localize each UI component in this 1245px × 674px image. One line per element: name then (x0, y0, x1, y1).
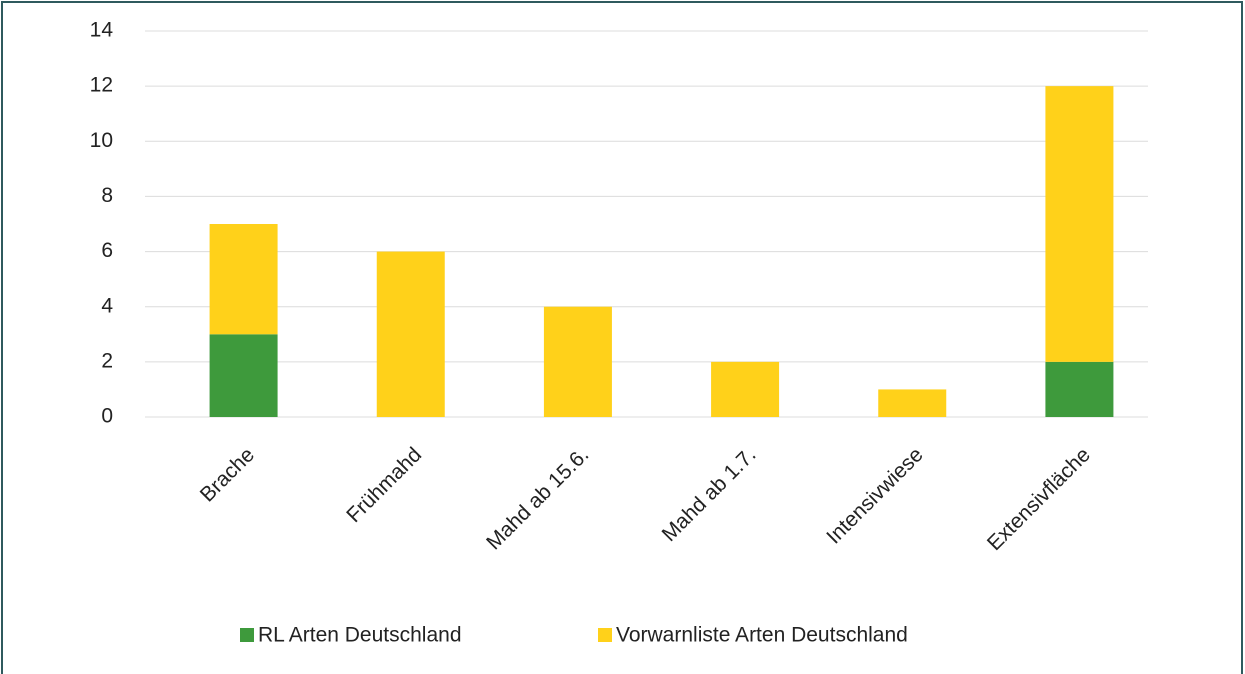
bar-segment (543, 306, 612, 417)
y-tick-label: 8 (101, 184, 113, 207)
x-tick-label: Extensivfläche (983, 443, 1095, 555)
legend-label: RL Arten Deutschland (258, 624, 462, 647)
bar-segment (209, 224, 278, 335)
y-tick-label: 2 (101, 349, 113, 372)
bar-segment (209, 334, 278, 417)
y-tick-label: 0 (101, 405, 113, 428)
bar-segment (878, 389, 947, 417)
legend-label: Vorwarnliste Arten Deutschland (616, 624, 908, 647)
x-tick-label: Brache (196, 443, 259, 506)
x-tick-label: Frühmahd (342, 443, 426, 527)
x-tick-label: Mahd ab 1.7. (658, 443, 761, 546)
legend-swatch (240, 628, 254, 642)
legend-swatch (598, 628, 612, 642)
y-tick-label: 10 (90, 129, 113, 152)
bar-segment (1045, 361, 1114, 417)
bar-segment (1045, 86, 1114, 362)
x-tick-label: Mahd ab 15.6. (482, 443, 593, 554)
bar-segment (711, 361, 780, 417)
y-tick-label: 4 (101, 294, 113, 317)
y-tick-label: 12 (90, 74, 113, 97)
bar-segment (376, 251, 445, 417)
y-tick-label: 6 (101, 239, 113, 262)
x-tick-label: Intensivwiese (822, 443, 927, 548)
y-tick-label: 14 (90, 19, 114, 42)
